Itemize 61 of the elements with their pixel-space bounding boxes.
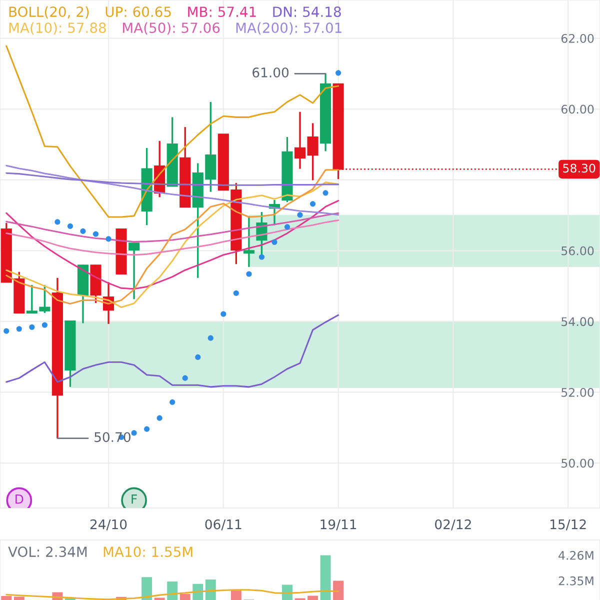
y-tick-label: 60.00 (561, 104, 594, 114)
text: MB: 57.41 (188, 6, 256, 18)
line-series (6, 314, 340, 388)
x-tick-label: 15/12 (550, 519, 586, 530)
point (220, 311, 226, 317)
line-series (6, 200, 340, 290)
y-tick-label: 2.35M (558, 576, 594, 586)
point (67, 223, 73, 229)
x-tick-label: 19/11 (320, 519, 356, 530)
line-series (6, 589, 340, 600)
x-tick-label: 06/11 (205, 519, 242, 530)
point (16, 326, 22, 332)
annotation: VOL: 2.34M (8, 546, 87, 558)
y-tick-label: 54.00 (562, 317, 594, 326)
point (322, 190, 328, 196)
y-tick-label: 52.00 (562, 388, 594, 397)
y-tick-label: 4.26M (558, 550, 594, 560)
point (42, 322, 48, 328)
y-tick-label: 56.00 (562, 246, 594, 256)
point (156, 415, 162, 421)
line-series (6, 172, 340, 186)
point (246, 271, 252, 277)
point (233, 290, 239, 296)
point (29, 324, 35, 330)
line-series (6, 219, 340, 256)
candlestick (128, 242, 140, 300)
text: DN: 54.18 (273, 6, 341, 18)
point (208, 335, 214, 341)
point (336, 70, 342, 76)
point (92, 231, 99, 237)
point (54, 219, 60, 225)
point (170, 399, 176, 405)
data-label: D (16, 494, 24, 504)
x-tick-label: 24/10 (90, 519, 127, 530)
y-tick-label: 50.00 (562, 458, 594, 468)
line-series (6, 164, 340, 216)
point (195, 354, 201, 360)
ref-line-label: 58.30 (563, 164, 596, 173)
point (106, 236, 112, 242)
point (297, 212, 303, 218)
point (258, 254, 264, 260)
point (284, 224, 290, 230)
line-series (6, 45, 340, 218)
point (131, 430, 137, 436)
text: MA(10): 57.88 (9, 22, 106, 35)
point (80, 228, 86, 234)
point (310, 201, 316, 207)
text: UP: 60.65 (106, 6, 171, 18)
point (272, 239, 278, 245)
point (4, 328, 10, 334)
candlestick (243, 215, 254, 268)
text: MA10: 1.55M (104, 546, 192, 558)
data-label: F (132, 494, 137, 504)
annotation: BOLL(20, 2) (9, 6, 89, 19)
text: 61.00 (252, 67, 289, 78)
text: MA(50): 57.06 (122, 22, 220, 35)
x-tick-label: 02/12 (435, 519, 471, 530)
text: MA(200): 57.01 (236, 22, 342, 35)
point (144, 426, 150, 432)
y-tick-label: 62.00 (561, 34, 594, 43)
point (182, 375, 188, 381)
